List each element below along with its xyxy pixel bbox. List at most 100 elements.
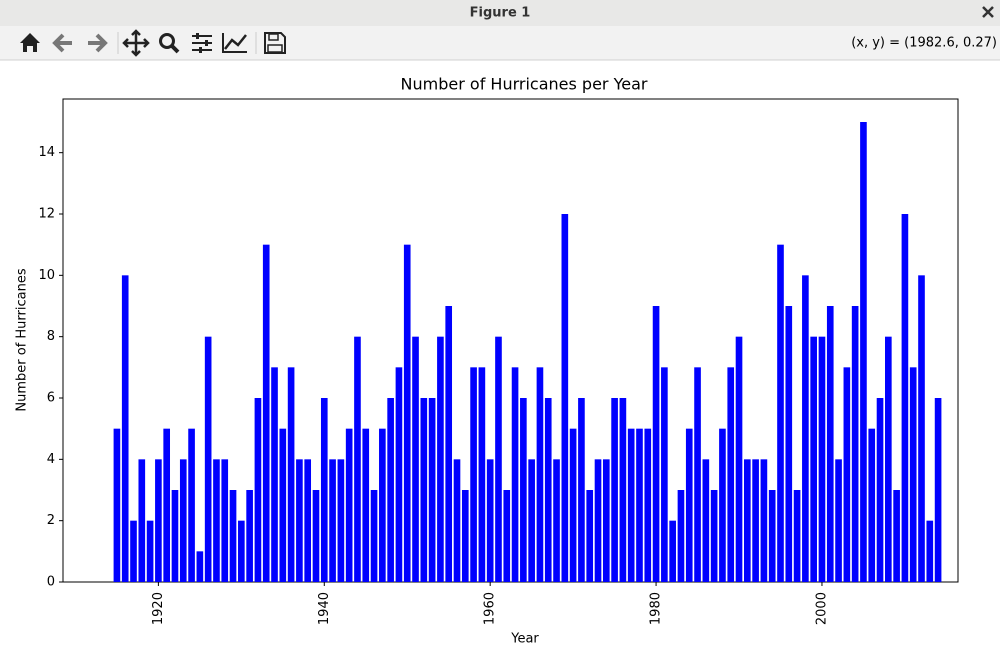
x-tick-label: 1940 [317, 592, 332, 625]
y-tick-label: 12 [38, 207, 55, 222]
chart-title: Number of Hurricanes per Year [401, 75, 648, 94]
bar [121, 275, 129, 582]
bar [868, 428, 876, 582]
bar [702, 459, 710, 582]
y-tick-label: 8 [47, 329, 55, 344]
bar [652, 306, 660, 582]
title-bar [0, 0, 1000, 26]
bar [669, 520, 676, 582]
bar [138, 459, 146, 582]
bar [445, 306, 453, 582]
x-tick-label: 1920 [151, 592, 166, 625]
bar [179, 459, 187, 582]
close-button[interactable] [982, 6, 994, 18]
bar [304, 459, 312, 582]
bar [860, 122, 867, 582]
bar [727, 367, 735, 582]
bar [370, 490, 378, 582]
bar [354, 336, 361, 582]
bar [802, 275, 809, 582]
x-tick-label: 2000 [814, 592, 829, 625]
configure-button[interactable] [192, 33, 212, 53]
bar [254, 398, 262, 582]
bar [719, 428, 726, 582]
bar [594, 459, 602, 582]
bar [569, 428, 577, 582]
bar [188, 428, 195, 582]
bar [760, 459, 768, 582]
bar [495, 336, 502, 582]
bar [511, 367, 519, 582]
bar [710, 490, 718, 582]
bar [611, 398, 618, 582]
y-tick-label: 14 [38, 145, 55, 160]
bar [810, 336, 817, 582]
cursor-coordinates: (x, y) = (1982.6, 0.27) [851, 36, 997, 51]
save-button[interactable] [264, 32, 286, 54]
bar [826, 306, 834, 582]
bar [262, 244, 270, 582]
home-button[interactable] [20, 33, 40, 52]
bar [287, 367, 295, 582]
bar [694, 367, 701, 582]
bar [528, 459, 535, 582]
bar [934, 398, 942, 582]
bar [602, 459, 610, 582]
pan-button[interactable] [122, 29, 150, 57]
bar [885, 336, 892, 582]
bar [536, 367, 544, 582]
bar [279, 428, 287, 582]
bar [644, 428, 652, 582]
bar [204, 336, 212, 582]
bar [544, 398, 552, 582]
bar [387, 398, 394, 582]
edit-axis-button[interactable] [222, 33, 247, 53]
axes-frame [62, 98, 959, 583]
bar [876, 398, 884, 582]
bar [329, 459, 336, 582]
bar [395, 367, 403, 582]
bar [362, 428, 370, 582]
bar [553, 459, 560, 582]
bar [403, 244, 411, 582]
y-tick-label: 4 [47, 452, 55, 467]
y-tick-label: 2 [47, 513, 55, 528]
bar [578, 398, 585, 582]
y-tick-label: 6 [47, 391, 55, 406]
bar [337, 459, 345, 582]
bar [130, 520, 137, 582]
bar [893, 490, 900, 582]
bar [478, 367, 486, 582]
bar [627, 428, 635, 582]
bar [793, 490, 801, 582]
forward-button[interactable] [88, 33, 108, 53]
bar [345, 428, 353, 582]
bar [520, 398, 527, 582]
back-button[interactable] [52, 33, 72, 53]
bar [818, 336, 826, 582]
bar [486, 459, 494, 582]
bar [586, 490, 594, 582]
zoom-button[interactable] [159, 33, 180, 54]
bar [503, 490, 511, 582]
bar [926, 520, 934, 582]
bar [843, 367, 851, 582]
bar [296, 459, 303, 582]
bar [379, 428, 386, 582]
bar [213, 459, 220, 582]
bar [619, 398, 627, 582]
bar [918, 275, 925, 582]
bar [661, 367, 668, 582]
x-tick-label: 1980 [649, 592, 664, 625]
bar [735, 336, 743, 582]
bar [768, 490, 776, 582]
y-tick-label: 0 [47, 575, 55, 590]
x-tick-label: 1960 [483, 592, 498, 625]
bar [851, 306, 859, 582]
toolbar [0, 26, 1000, 60]
bar [835, 459, 842, 582]
bar [412, 336, 419, 582]
bar [901, 214, 909, 582]
bar [752, 459, 759, 582]
